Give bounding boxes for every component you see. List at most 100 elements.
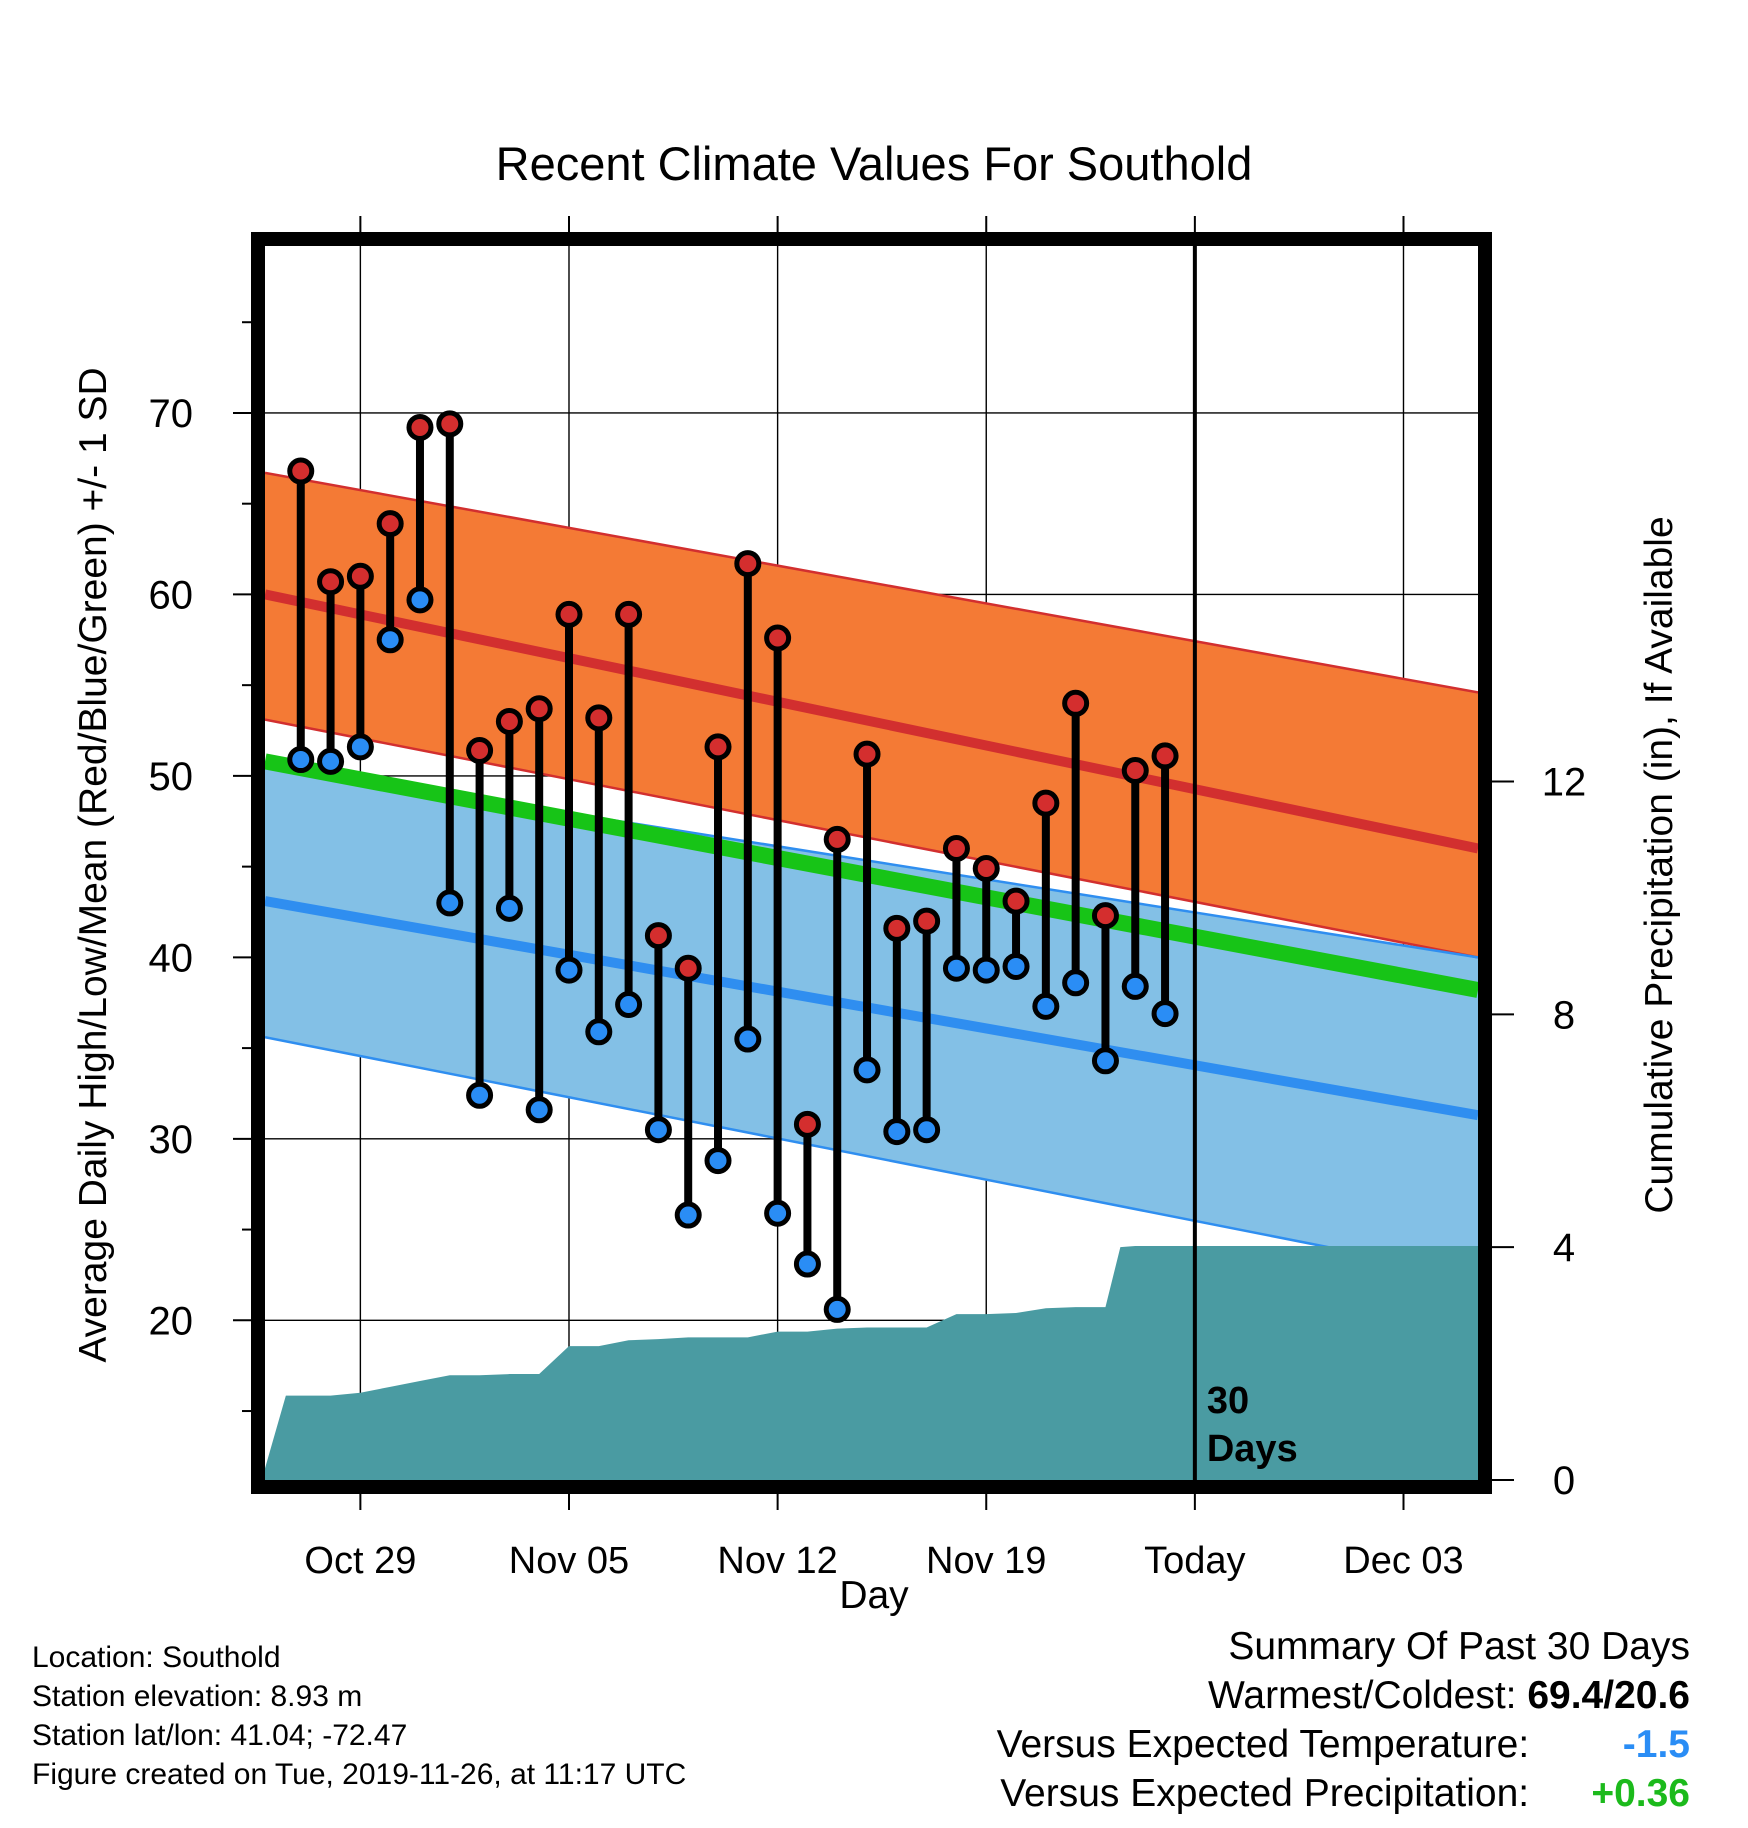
low-point — [585, 1018, 613, 1046]
chart-title: Recent Climate Values For Southold — [496, 137, 1253, 190]
low-point — [734, 1025, 762, 1053]
high-point — [585, 704, 613, 732]
y-tick-label: 70 — [149, 392, 194, 436]
climate-chart: Recent Climate Values For Southold 30 Day… — [72, 137, 1681, 1617]
high-point — [1062, 689, 1090, 717]
band-edge-line — [265, 718, 1478, 959]
precip-label: Versus Expected Precipitation: — [1000, 1772, 1530, 1815]
high-point — [1151, 742, 1179, 770]
high-point — [555, 600, 583, 628]
high-point — [764, 624, 792, 652]
summary-panel: Summary Of Past 30 Days Warmest/Coldest:… — [997, 1622, 1690, 1818]
y2-tick-label: 4 — [1553, 1226, 1575, 1270]
low-point — [615, 991, 643, 1019]
high-point — [644, 922, 672, 950]
y-tick-label: 60 — [149, 573, 194, 617]
high-point — [704, 733, 732, 761]
low-point — [436, 889, 464, 917]
low-point — [1062, 969, 1090, 997]
low-point — [525, 1096, 553, 1124]
high-point — [317, 568, 345, 596]
high-point — [972, 854, 1000, 882]
high-point — [376, 510, 404, 538]
x-tick-label: Nov 19 — [926, 1540, 1046, 1582]
low-point — [317, 747, 345, 775]
high-point — [1091, 902, 1119, 930]
summary-title: Summary Of Past 30 Days — [1228, 1625, 1690, 1668]
high-point — [942, 834, 970, 862]
temp-value: -1.5 — [1622, 1723, 1690, 1766]
y-axis-right: 0 4 8 12 — [1492, 761, 1586, 1503]
high-point — [734, 550, 762, 578]
warmest-value: 69.4/20.6 — [1527, 1674, 1690, 1717]
low-point — [1091, 1047, 1119, 1075]
y-axis-label: Average Daily High/Low/Mean (Red/Blue/Gr… — [72, 367, 115, 1362]
today-annotation: 30 — [1207, 1380, 1249, 1422]
low-point — [644, 1116, 672, 1144]
plot-area: 30 Days — [251, 232, 1492, 1494]
x-tick-label: Nov 12 — [717, 1540, 837, 1582]
high-point — [346, 562, 374, 590]
figure-created: Figure created on Tue, 2019-11-26, at 11… — [32, 1758, 687, 1791]
low-point — [913, 1116, 941, 1144]
low-point — [674, 1201, 702, 1229]
station-elevation: Station elevation: 8.93 m — [32, 1680, 363, 1713]
precipitation-area — [265, 1246, 1478, 1480]
station-info: Location: Southold Station elevation: 8.… — [32, 1638, 686, 1794]
y2-axis-label: Cumulative Precipitation (in), If Availa… — [1638, 516, 1681, 1213]
high-point — [1121, 756, 1149, 784]
station-latlon: Station lat/lon: 41.04; -72.47 — [32, 1719, 408, 1752]
low-point — [1151, 1000, 1179, 1028]
warmest-label: Warmest/Coldest: — [1208, 1674, 1517, 1717]
y-tick-label: 40 — [149, 936, 194, 980]
summary-temp-row: Versus Expected Temperature: -1.5 — [997, 1720, 1690, 1769]
low-point — [972, 956, 1000, 984]
low-point — [883, 1118, 911, 1146]
plot-content: 30 Days — [265, 246, 1478, 1480]
high-point — [287, 457, 315, 485]
temp-label: Versus Expected Temperature: — [996, 1723, 1530, 1766]
high-point — [495, 707, 523, 735]
y-tick-label: 20 — [149, 1299, 194, 1343]
low-point — [764, 1199, 792, 1227]
plot-frame — [251, 232, 1492, 1494]
low-point — [406, 586, 434, 614]
low-point — [1121, 972, 1149, 1000]
precip-value: +0.36 — [1591, 1772, 1690, 1815]
low-point — [495, 894, 523, 922]
y-tick-label: 30 — [149, 1118, 194, 1162]
y2-tick-label: 12 — [1542, 761, 1587, 805]
x-axis: Oct 29 Nov 05 Nov 12 Nov 19 Today Dec 03 — [304, 1494, 1464, 1582]
low-point — [823, 1295, 851, 1323]
high-point — [913, 907, 941, 935]
high-point — [823, 825, 851, 853]
low-point — [287, 746, 315, 774]
band-edge-line — [265, 471, 1478, 694]
low-point — [942, 954, 970, 982]
high-point — [466, 736, 494, 764]
x-top-ticks — [359, 216, 1405, 232]
y-axis-left: 20 30 40 50 60 70 — [149, 321, 251, 1413]
low-point — [853, 1056, 881, 1084]
low-point — [1002, 952, 1030, 980]
summary-precip-row: Versus Expected Precipitation: +0.36 — [997, 1769, 1690, 1818]
high-point — [793, 1110, 821, 1138]
high-point — [853, 740, 881, 768]
band-edge-line — [265, 1035, 1478, 1278]
summary-warmest-row: Warmest/Coldest: 69.4/20.6 — [997, 1671, 1690, 1720]
high-point — [1032, 789, 1060, 817]
normal-low-mean-line — [265, 896, 1478, 1121]
today-annotation: Days — [1207, 1428, 1298, 1470]
low-point — [376, 626, 404, 654]
high-point — [615, 600, 643, 628]
high-point — [525, 695, 553, 723]
x-tick-label: Dec 03 — [1343, 1540, 1463, 1582]
normal-high-mean-line — [265, 589, 1478, 854]
high-point — [883, 914, 911, 942]
low-point — [704, 1147, 732, 1175]
low-point — [793, 1250, 821, 1278]
high-point — [674, 954, 702, 982]
x-tick-label: Nov 05 — [509, 1540, 629, 1582]
low-point — [466, 1081, 494, 1109]
x-axis-label: Day — [839, 1574, 909, 1617]
